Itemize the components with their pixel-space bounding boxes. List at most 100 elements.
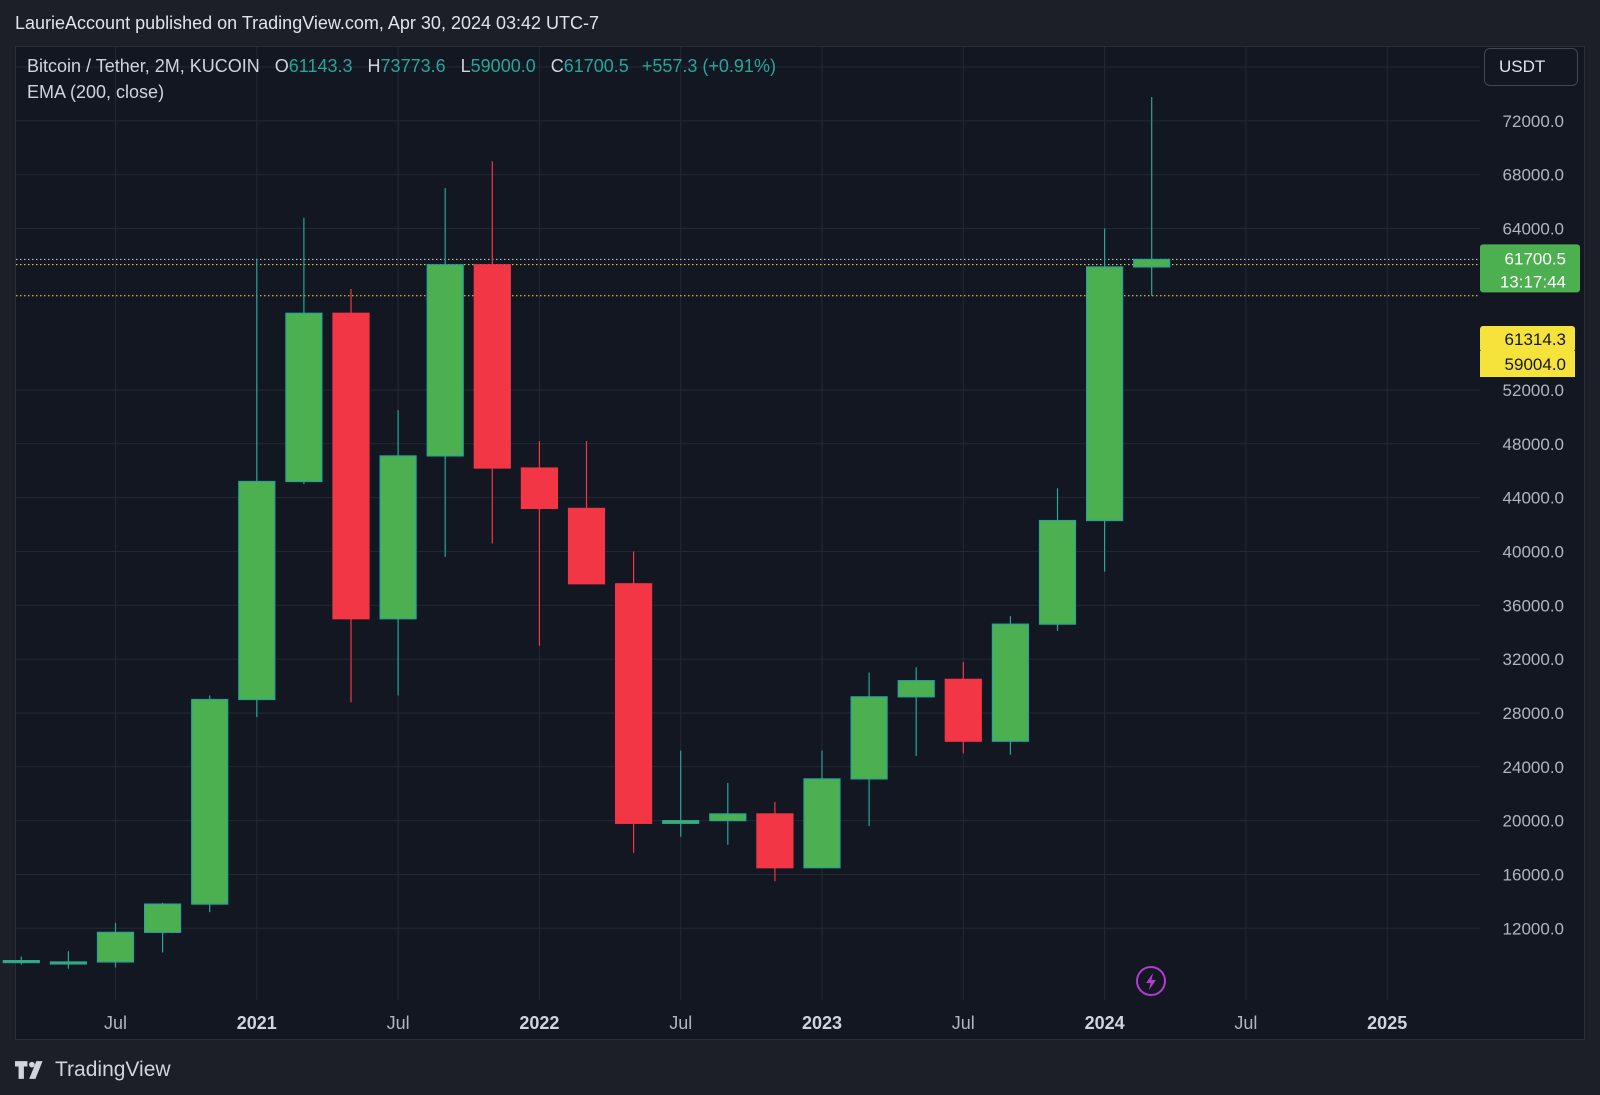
- last-price-label-bg: [1480, 244, 1580, 293]
- y-tick-label: 20000.0: [1503, 812, 1564, 831]
- y-tick-label: 36000.0: [1503, 596, 1564, 615]
- y-tick-label: 40000.0: [1503, 542, 1564, 561]
- currency-button[interactable]: USDT: [1484, 48, 1578, 86]
- footer: TradingView: [15, 1056, 171, 1084]
- y-tick-label: 72000.0: [1503, 112, 1564, 131]
- candle-body: [944, 678, 982, 742]
- candle-body: [1038, 519, 1077, 625]
- candle[interactable]: [614, 551, 653, 853]
- candle[interactable]: [2, 956, 40, 965]
- candle[interactable]: [850, 672, 888, 827]
- candle[interactable]: [96, 922, 135, 968]
- candle[interactable]: [332, 289, 370, 703]
- legend-indicator-ema[interactable]: EMA (200, close): [27, 82, 165, 102]
- price-line-label-bg: [1480, 351, 1575, 377]
- candle-body: [49, 961, 88, 965]
- x-tick-label: Jul: [669, 1013, 692, 1033]
- candle[interactable]: [285, 217, 323, 485]
- candle[interactable]: [1133, 96, 1171, 296]
- published-text: LaurieAccount published on TradingView.c…: [15, 13, 600, 33]
- tradingview-logo-icon[interactable]: [15, 1061, 47, 1079]
- candle-body: [567, 507, 606, 585]
- candle[interactable]: [1038, 488, 1077, 631]
- y-tick-label: 32000.0: [1503, 650, 1564, 669]
- price-axis-labels: 61700.5 13:17:44 61314.3 59004.0: [1480, 244, 1580, 377]
- candle-body: [991, 623, 1030, 742]
- y-tick-label: 44000.0: [1503, 489, 1564, 508]
- candle[interactable]: [756, 801, 794, 882]
- legend-close-value: 61700.5: [563, 56, 629, 76]
- y-axis: 12000.0 16000.0 20000.0 24000.0 28000.0 32000…: [1503, 58, 1564, 938]
- candle[interactable]: [944, 661, 982, 754]
- candle-body: [144, 903, 182, 933]
- candle-body: [96, 931, 135, 963]
- footer-brand[interactable]: TradingView: [55, 1058, 171, 1081]
- candle[interactable]: [49, 951, 88, 969]
- y-tick-label: 52000.0: [1503, 381, 1564, 400]
- candle-body: [1133, 258, 1171, 268]
- x-tick-label: Jul: [387, 1013, 410, 1033]
- legend-low-value: 59000.0: [470, 56, 536, 76]
- x-tick-label: 2024: [1085, 1013, 1125, 1033]
- chart-legend: Bitcoin / Tether, 2M, KUCOIN O61143.3 H7…: [27, 53, 776, 105]
- x-tick-label: 2021: [237, 1013, 277, 1033]
- candle[interactable]: [426, 188, 464, 557]
- price-lines: [16, 258, 1480, 297]
- y-tick-label: 16000.0: [1503, 865, 1564, 884]
- published-header: LaurieAccount published on TradingView.c…: [0, 0, 1600, 46]
- candle[interactable]: [473, 161, 511, 544]
- x-tick-label: 2025: [1367, 1013, 1407, 1033]
- candle-body: [473, 264, 511, 469]
- candle-body: [803, 778, 841, 869]
- y-tick-label: 48000.0: [1503, 435, 1564, 454]
- grid-lines: [16, 47, 1480, 1000]
- candle[interactable]: [1085, 228, 1124, 572]
- y-tick-label: 68000.0: [1503, 166, 1564, 185]
- candle-body: [614, 583, 653, 824]
- candle-body: [191, 698, 229, 905]
- candle[interactable]: [803, 750, 841, 869]
- price-line-label-value: 59004.0: [1505, 355, 1566, 374]
- x-tick-label: Jul: [104, 1013, 127, 1033]
- legend-symbol[interactable]: Bitcoin / Tether, 2M, KUCOIN: [27, 56, 260, 76]
- candle[interactable]: [520, 441, 559, 646]
- lightning-event-icon[interactable]: [1136, 966, 1166, 996]
- legend-low-label: L: [460, 56, 471, 76]
- candle-body: [379, 455, 417, 620]
- last-price-label: 61700.5 13:17:44: [1480, 244, 1580, 293]
- candle-body: [2, 959, 40, 964]
- countdown-label: 13:17:44: [1500, 272, 1566, 291]
- candle[interactable]: [238, 259, 276, 718]
- candle[interactable]: [897, 667, 935, 757]
- candle-body: [426, 264, 464, 457]
- legend-open-label: O: [274, 56, 289, 76]
- candle[interactable]: [144, 902, 182, 953]
- candle[interactable]: [709, 782, 747, 845]
- candle-body: [285, 312, 323, 483]
- legend-high-label: H: [367, 56, 381, 76]
- candle-body: [332, 312, 370, 620]
- candle-body: [238, 480, 276, 701]
- legend-change: +557.3 (+0.91%): [641, 56, 776, 76]
- y-tick-label: 28000.0: [1503, 704, 1564, 723]
- candle-body: [1085, 266, 1124, 522]
- price-line-label: 61314.3: [1480, 326, 1575, 352]
- candle-body: [850, 696, 888, 780]
- candle[interactable]: [991, 616, 1030, 755]
- legend-open-value: 61143.3: [288, 56, 353, 76]
- price-line-label-bg: [1480, 326, 1575, 352]
- candle[interactable]: [662, 750, 700, 837]
- candle[interactable]: [191, 695, 229, 913]
- candle-body: [897, 680, 935, 698]
- x-axis: Jul 2021 Jul 2022 Jul 2023 Jul 2024 Jul 2025: [104, 1013, 1407, 1033]
- y-tick-label: 24000.0: [1503, 758, 1564, 777]
- x-tick-label: Jul: [952, 1013, 975, 1033]
- last-price-label-value: 61700.5: [1505, 249, 1566, 268]
- x-tick-label: 2022: [519, 1013, 559, 1033]
- candles: [2, 96, 1171, 969]
- candle[interactable]: [379, 410, 417, 696]
- candle[interactable]: [567, 441, 606, 585]
- price-line-label-value: 61314.3: [1505, 330, 1566, 349]
- legend-close-label: C: [550, 56, 564, 76]
